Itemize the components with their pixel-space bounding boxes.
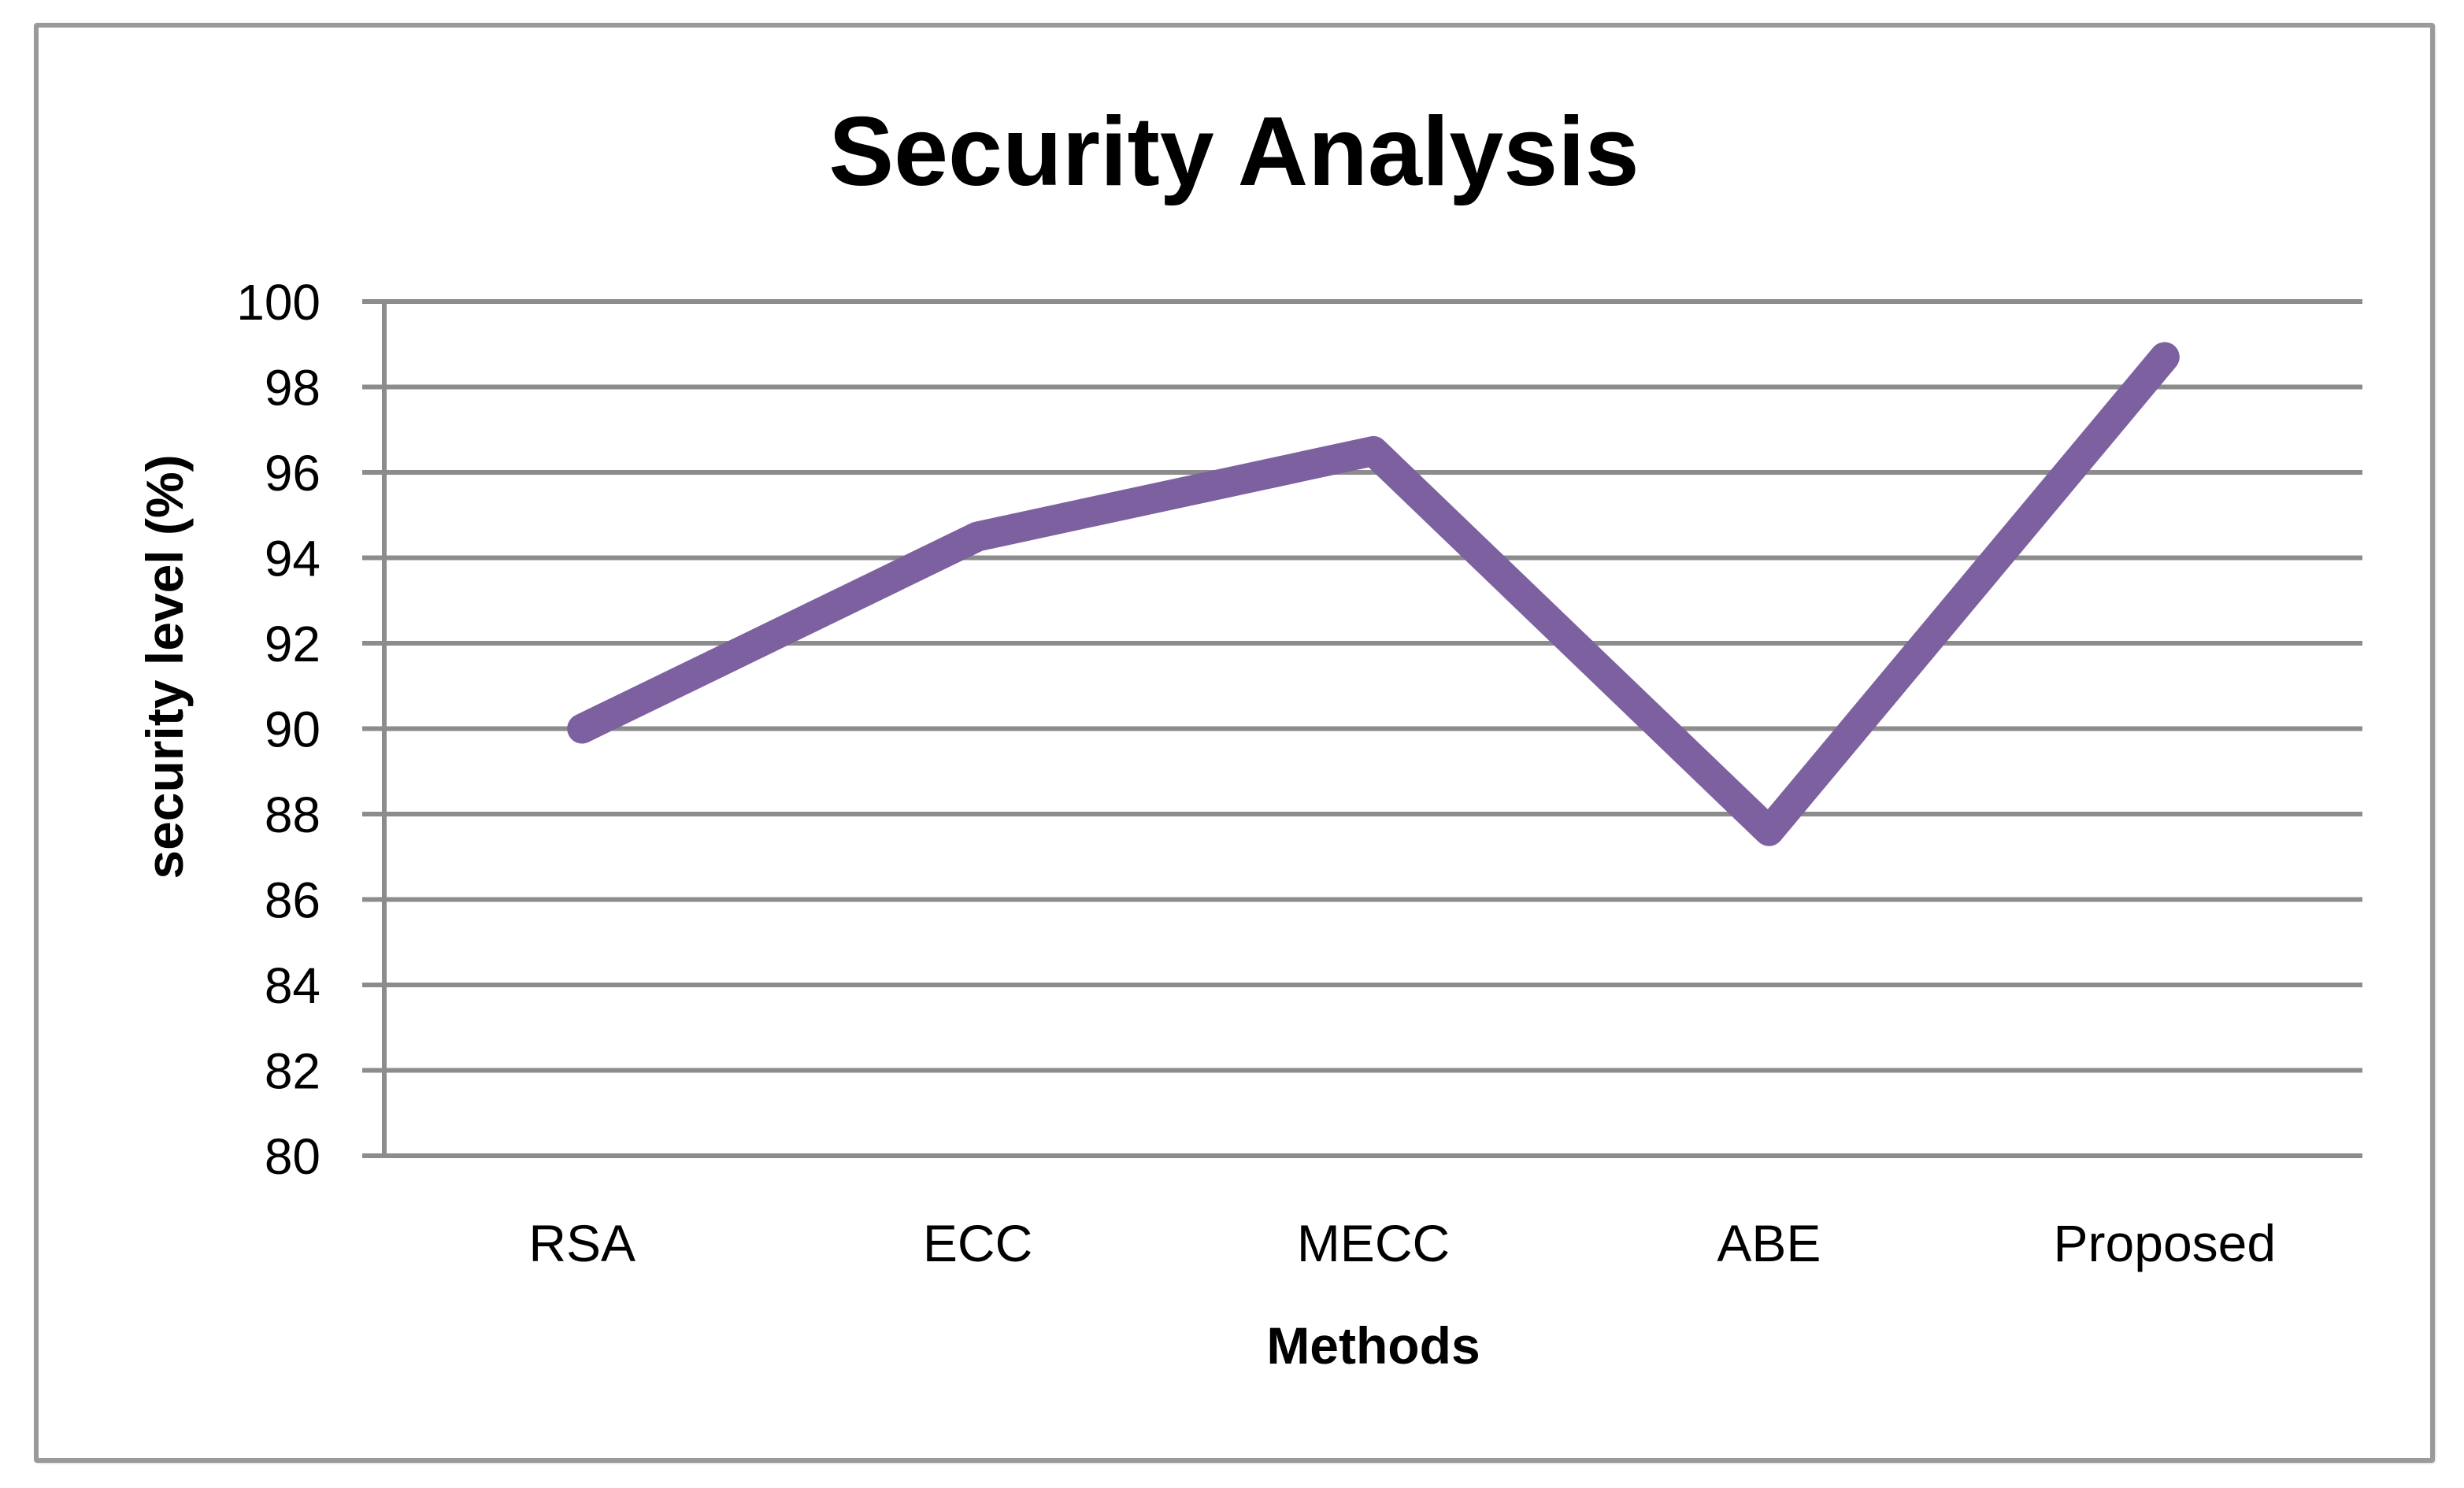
y-tick-label: 82 (265, 1043, 321, 1100)
y-tick-label: 90 (265, 701, 321, 758)
x-category-label: MECC (1297, 1214, 1450, 1272)
y-tick-label: 86 (265, 872, 321, 929)
series-line (567, 342, 2180, 846)
x-axis-title: Methods (1266, 1316, 1480, 1375)
x-category-label: ABE (1717, 1214, 1821, 1272)
x-category-label: Proposed (2054, 1214, 2277, 1272)
y-axis-title: security level (%) (135, 454, 194, 879)
gridlines (362, 299, 2362, 1158)
y-tick-label: 96 (265, 445, 321, 502)
y-tick-label: 92 (265, 616, 321, 672)
chart-frame (34, 23, 2435, 1463)
x-category-label: ECC (923, 1214, 1032, 1272)
x-category-label: RSA (528, 1214, 635, 1272)
y-tick-label: 100 (236, 274, 321, 331)
y-tick-label: 84 (265, 957, 321, 1014)
y-tick-label: 80 (265, 1128, 321, 1185)
chart-title: Security Analysis (828, 98, 1639, 206)
y-tick-label: 94 (265, 531, 321, 587)
x-axis-category-labels: RSA ECC MECC ABE Proposed (528, 1214, 2276, 1272)
y-tick-label: 98 (265, 360, 321, 416)
y-axis-tick-labels: 80 82 84 86 88 90 92 94 96 98 100 (236, 274, 321, 1185)
y-tick-label: 88 (265, 787, 321, 843)
data-series (567, 342, 2180, 846)
